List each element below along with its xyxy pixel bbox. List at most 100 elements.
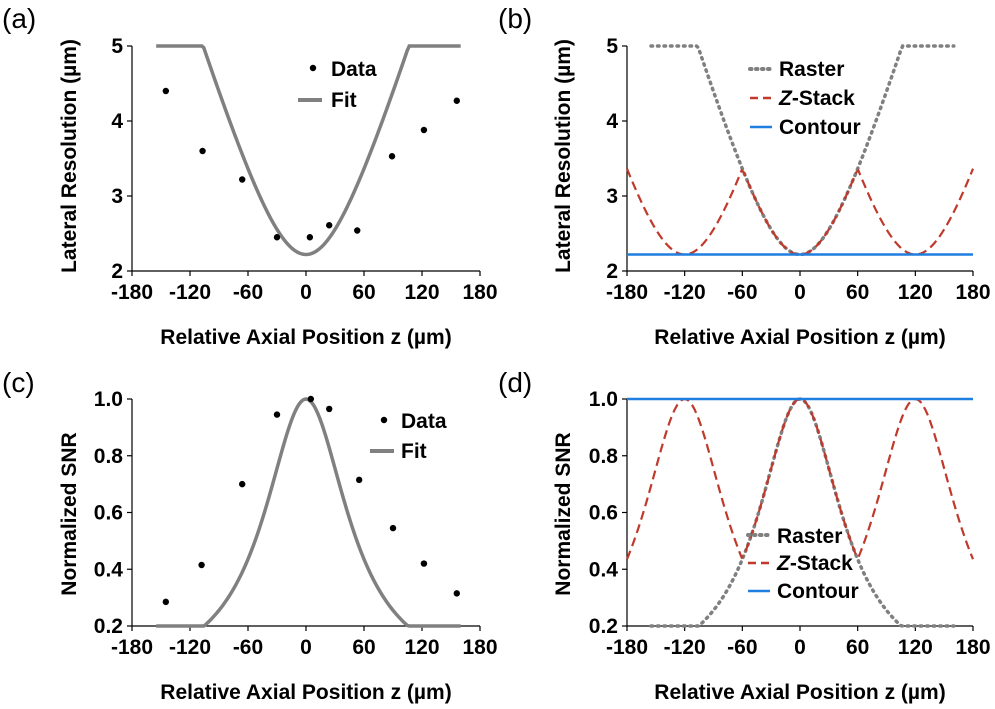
fit-curve [156,397,461,628]
yticks-a: 2 3 4 5 [111,35,132,283]
legend-d-zstack-rest: -Stack [790,552,853,575]
y-tick-label: 2 [111,260,123,283]
zstack-curve [625,168,975,256]
x-tick-label: 60 [846,281,869,304]
data-point [420,560,428,567]
x-axis-label-b: Relative Axial Position z (µm) [654,326,945,349]
x-tick-label: 120 [404,636,439,659]
data-point [388,153,396,160]
x-tick-label: 120 [898,636,933,659]
y-tick-label: 0.2 [589,615,618,638]
yticks-b: 2 3 4 5 [606,35,627,283]
y-axis-label-b: Lateral Resolution (µm) [552,39,575,273]
x-tick-label: -120 [664,636,706,659]
y-tick-label: 1.0 [94,388,123,411]
series-a [156,44,461,257]
y-tick-label: 3 [606,185,618,208]
xticks-c: -180 -120 -60 0 60 120 180 [111,626,498,659]
fit-curve [156,44,461,257]
data-point [198,561,205,569]
x-tick-label: 120 [404,281,439,304]
y-tick-label: 0.4 [94,558,124,581]
legend-b-zstack-italic: Z [778,87,793,110]
data-point [453,97,460,104]
legend-a-data-marker [309,64,317,72]
data-point [389,524,397,532]
x-tick-label: 120 [898,281,933,304]
data-point [162,598,170,606]
data-point [453,590,460,597]
y-tick-label: 0.6 [589,502,618,525]
x-axis-label-a: Relative Axial Position z (µm) [160,326,451,349]
x-tick-label: 60 [846,636,869,659]
y-tick-label: 5 [606,35,618,58]
legend-d: Raster Z-Stack Contour [746,525,859,603]
y-tick-label: 3 [111,185,123,208]
legend-b-raster-label: Raster [779,58,844,81]
raster-curve [649,397,956,628]
x-tick-label: -60 [233,636,263,659]
y-tick-label: 0.2 [94,615,123,638]
y-tick-label: 0.8 [94,445,124,468]
x-tick-label: 60 [352,281,375,304]
xticks-d: -180 -120 -60 0 60 120 180 [606,626,991,659]
data-point [273,411,281,418]
y-tick-label: 0.4 [589,558,619,581]
axes-a [131,46,480,272]
xticks-a: -180 -120 -60 0 60 120 180 [111,271,498,304]
y-tick-label: 0.6 [94,502,123,525]
x-tick-label: -180 [606,281,648,304]
x-tick-label: -120 [664,281,706,304]
y-tick-label: 2 [606,260,618,283]
panel-c: (c) 0.2 0.4 0.6 0.8 1.0 -180 -120 -60 0 60 120 180… [2,367,498,704]
x-tick-label: -180 [111,636,153,659]
x-tick-label: 0 [300,281,312,304]
legend-d-zstack-label: Z-Stack [776,552,853,575]
panel-a: (a) 2 3 4 5 -180 -120 -60 0 60 120 180 Relative A… [2,3,498,349]
x-tick-label: 0 [300,636,312,659]
data-point [273,234,281,241]
legend-c-fit-label: Fit [401,440,427,463]
series-c [156,395,461,628]
legend-b-zstack-rest: -Stack [792,87,855,110]
y-axis-label-c: Normalized SNR [58,432,81,595]
legend-b: Raster Z-Stack Contour [748,58,861,139]
panel-label-b: (b) [498,3,532,34]
x-tick-label: 0 [794,281,806,304]
data-point [354,227,361,234]
data-point [239,176,246,183]
data-point [326,222,333,229]
x-tick-label: 180 [462,636,497,659]
x-tick-label: -120 [169,636,211,659]
data-point [355,476,363,484]
legend-a-data-label: Data [331,58,377,81]
legend-c-data-label: Data [401,410,447,433]
data-point [326,405,333,413]
legend-c: Data Fit [370,410,447,463]
legend-a-fit-label: Fit [331,89,357,112]
x-tick-label: 180 [955,281,990,304]
x-axis-label-c: Relative Axial Position z (µm) [160,681,451,704]
y-tick-label: 4 [606,110,618,133]
data-point [162,87,170,95]
y-tick-label: 5 [111,35,123,58]
data-point [420,126,428,134]
legend-d-zstack-italic: Z [776,552,791,575]
x-tick-label: -60 [727,636,757,659]
legend-a: Data Fit [298,58,377,112]
series-b [625,44,975,257]
data-point [199,147,206,155]
yticks-d: 0.2 0.4 0.6 0.8 1.0 [589,388,627,638]
legend-b-zstack-label: Z-Stack [778,87,855,110]
legend-d-raster-label: Raster [777,525,842,548]
data-point [239,480,246,488]
y-tick-label: 1.0 [589,388,618,411]
x-tick-label: -180 [606,636,648,659]
x-tick-label: 0 [794,636,806,659]
panel-label-a: (a) [2,3,36,34]
data-point [306,234,314,241]
data-point [307,395,315,403]
legend-b-contour-label: Contour [779,116,861,139]
x-tick-label: 180 [462,281,497,304]
